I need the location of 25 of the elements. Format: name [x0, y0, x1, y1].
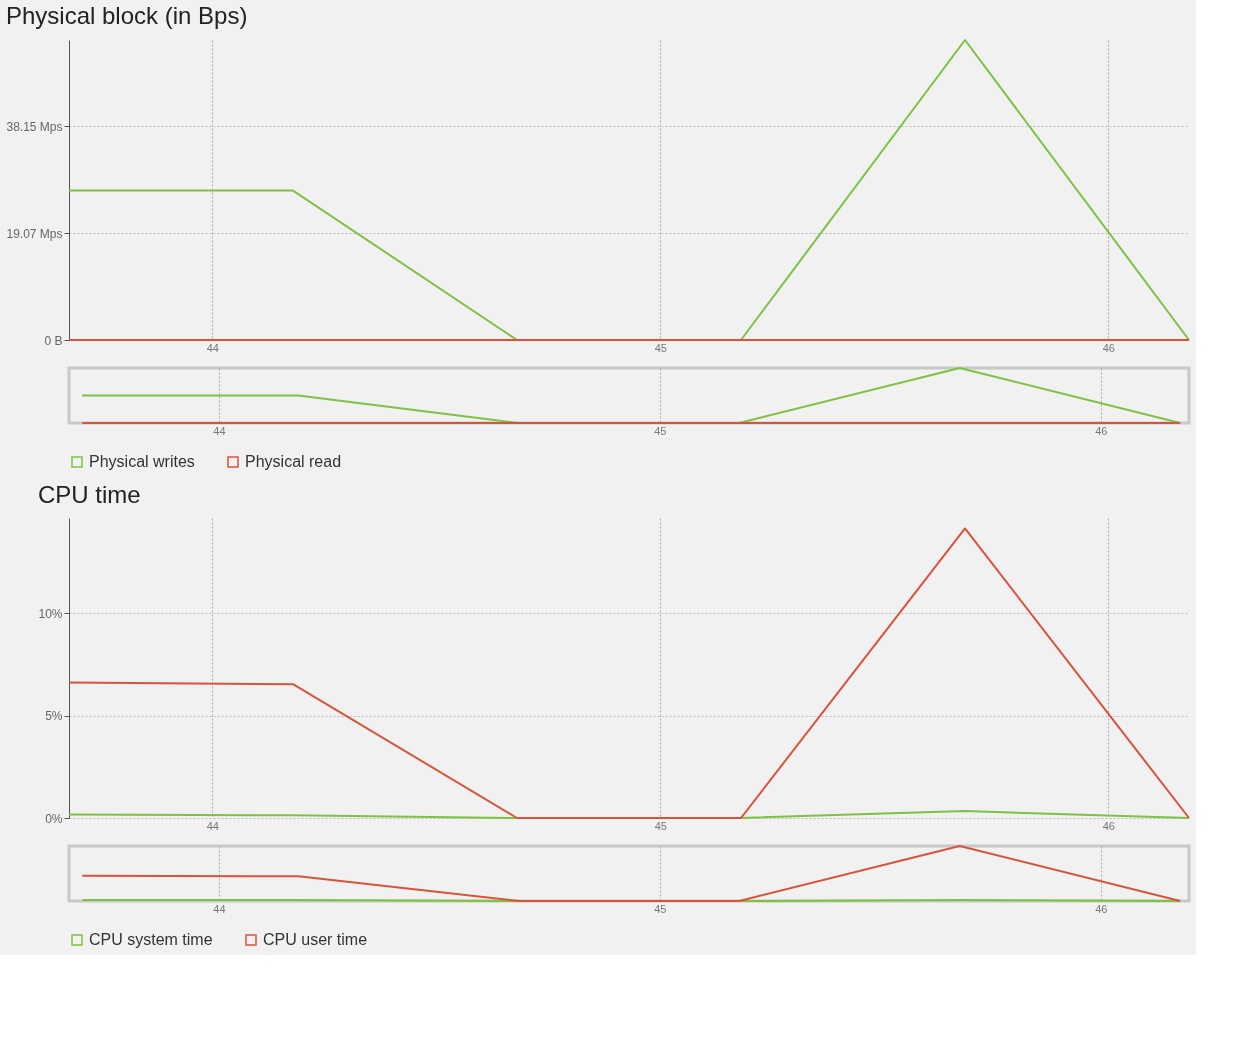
x-tick-label: 46 [1095, 902, 1108, 915]
x-tick-label: 44 [213, 902, 226, 915]
legend-label: Physical read [245, 453, 342, 470]
x-tick-label: 46 [1095, 424, 1108, 437]
chart-title: CPU time [37, 481, 141, 508]
y-tick-label: 10% [38, 606, 63, 621]
x-tick-label: 44 [213, 424, 226, 437]
line-series [68, 527, 1190, 819]
y-tick-label: 0 B [44, 333, 63, 348]
legend-label: CPU system time [89, 931, 213, 948]
x-tick-label: 44 [206, 819, 219, 832]
x-tick-label: 45 [654, 341, 667, 354]
x-tick-label: 45 [654, 819, 667, 832]
legend-label: CPU user time [263, 931, 368, 948]
x-tick-label: 46 [1102, 341, 1115, 354]
y-tick-label: 38.15 Mps [6, 119, 63, 134]
y-tick-label: 19.07 Mps [6, 226, 63, 241]
y-tick-label: 5% [45, 709, 63, 724]
legend-label: Physical writes [89, 453, 195, 470]
x-tick-label: 45 [654, 424, 667, 437]
x-tick-label: 46 [1102, 819, 1115, 832]
chart-title: Physical block (in Bps) [5, 2, 248, 29]
y-tick-label: 0% [45, 811, 63, 826]
x-tick-label: 44 [206, 341, 219, 354]
x-tick-label: 45 [654, 902, 667, 915]
